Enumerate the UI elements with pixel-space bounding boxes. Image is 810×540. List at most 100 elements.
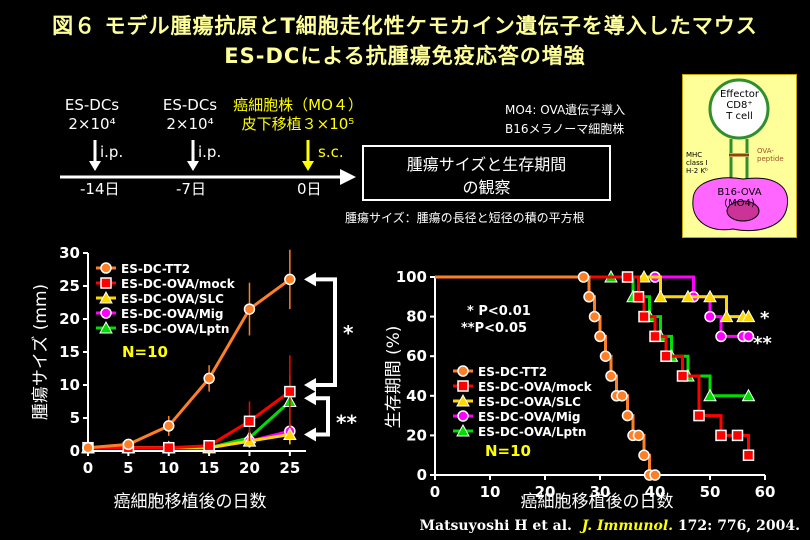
series-line xyxy=(435,275,749,319)
dose2-arrowhead xyxy=(187,161,199,171)
bracket-chemokine-head xyxy=(304,391,316,406)
data-point xyxy=(660,350,672,362)
data-point xyxy=(719,309,734,323)
data-point xyxy=(653,289,668,303)
bracket-chemokine xyxy=(312,396,330,437)
slide-title: 図６ モデル腫瘍抗原とT細胞走化性ケモカイン遺伝子を導入したマウス xyxy=(52,14,758,38)
data-point xyxy=(649,330,661,343)
citation-journal: J. Immunol. xyxy=(581,518,674,534)
effector-line1: Effector xyxy=(719,89,759,100)
y-axis-label: 腫瘍サイズ (mm) xyxy=(31,284,51,420)
data-point xyxy=(649,469,661,481)
effector-line3: T cell xyxy=(726,111,753,122)
data-point xyxy=(693,409,705,422)
significance-star2: ** xyxy=(336,410,357,434)
bracket-chemokine-head xyxy=(304,427,316,442)
legend-label: ES-DC-OVA/SLC xyxy=(121,292,224,306)
data-point xyxy=(703,289,717,303)
survival-chart: 0 20 40 60 80 100 0 10 20 30 40 50 60 癌細胞移植後の日数 生存期間 (… xyxy=(384,268,776,512)
tumor-size-definition: 腫瘍サイズ：腫瘍の長径と短径の積の平方根 xyxy=(345,211,585,225)
slide-subtitle: ES-DCによる抗腫瘍免疫応答の増強 xyxy=(224,44,586,68)
dose1-name: ES-DCs xyxy=(64,96,120,114)
data-point xyxy=(82,441,94,454)
data-point xyxy=(577,271,590,283)
legend-marker xyxy=(457,380,469,392)
data-point xyxy=(605,370,617,382)
legend-label: ES-DC-OVA/Mig xyxy=(478,410,581,424)
legend-marker xyxy=(100,262,112,274)
data-point xyxy=(162,420,175,432)
x-axis-label: 癌細胞移植後の日数 xyxy=(114,492,267,512)
x-tick-label: 60 xyxy=(755,483,776,501)
legend-marker xyxy=(99,320,113,334)
y-tick-label: 80 xyxy=(406,308,427,326)
day-minus7: -7日 xyxy=(176,180,206,198)
data-point xyxy=(676,370,689,382)
data-point xyxy=(588,310,601,323)
y-axis-label: 生存期間 (%) xyxy=(384,326,404,429)
citation-ref: 172: 776, 2004. xyxy=(677,518,800,534)
legend-label: ES-DC-OVA/Lptn xyxy=(121,322,229,336)
data-point xyxy=(704,310,716,323)
legend-label: ES-DC-TT2 xyxy=(478,365,547,379)
legend-label: ES-DC-TT2 xyxy=(121,262,190,276)
data-point xyxy=(731,429,744,442)
y-tick-label: 60 xyxy=(406,347,427,365)
note-b16: B16メラノーマ細胞株 xyxy=(505,122,625,136)
data-point xyxy=(621,271,634,283)
x-tick-label: 50 xyxy=(700,483,721,501)
legend-marker xyxy=(456,393,470,407)
legend-marker xyxy=(456,423,470,437)
data-point xyxy=(741,388,756,402)
b16-label: B16-OVA (MO4) xyxy=(683,187,796,209)
p-value-2: **P<0.05 xyxy=(461,321,527,336)
nucleus-icon xyxy=(726,200,760,222)
data-point xyxy=(632,291,645,303)
tumor-label: 癌細胞株（MO４） 皮下移植３×10⁵ xyxy=(228,96,368,134)
data-point xyxy=(122,438,135,451)
tumor-name: 癌細胞株（MO４） xyxy=(233,96,363,114)
legend-marker xyxy=(99,290,113,304)
significance-mig: ** xyxy=(753,333,772,354)
citation-authors: Matsuyoshi H et al. xyxy=(419,518,572,534)
data-point xyxy=(284,273,296,286)
significance-star: * xyxy=(343,321,354,345)
day-zero: 0日 xyxy=(297,180,322,198)
x-tick-label: 10 xyxy=(158,459,179,477)
legend-label: ES-DC-OVA/mock xyxy=(121,277,236,291)
mechanism-diagram: Effector CD8⁺ T cell MHC class I H-2 Kᵇ … xyxy=(682,74,797,238)
data-point xyxy=(616,390,628,402)
observation-line2: の観察 xyxy=(462,178,511,197)
legend-label: ES-DC-OVA/mock xyxy=(478,380,593,394)
effector-label: Effector CD8⁺ T cell xyxy=(683,89,796,122)
x-tick-label: 40 xyxy=(645,483,666,501)
data-point xyxy=(637,269,651,283)
dose2-name: ES-DCs xyxy=(162,96,218,114)
data-point xyxy=(594,330,606,343)
dose2-label: ES-DCs 2×10⁴ xyxy=(150,96,230,134)
data-point xyxy=(741,309,756,323)
y-tick-label: 10 xyxy=(59,376,80,394)
data-point xyxy=(243,415,256,428)
x-tick-label: 5 xyxy=(123,459,133,477)
data-point xyxy=(703,388,717,402)
legend-marker xyxy=(457,410,469,422)
data-point xyxy=(632,429,645,442)
y-tick-label: 15 xyxy=(59,343,80,361)
y-tick-label: 20 xyxy=(406,426,427,444)
legend-marker xyxy=(100,277,112,289)
observation-line1: 腫瘍サイズと生存期間 xyxy=(406,155,567,174)
data-point xyxy=(243,303,256,315)
ova-line1: OVA- xyxy=(757,147,774,155)
legend-label: ES-DC-OVA/SLC xyxy=(478,395,581,409)
route-sc: s.c. xyxy=(318,143,344,161)
dose1-label: ES-DCs 2×10⁴ xyxy=(52,96,132,134)
x-axis-label: 癌細胞移植後の日数 xyxy=(521,492,674,512)
bracket-tt2-head xyxy=(304,272,316,287)
ova-label: OVA- peptide xyxy=(757,147,784,163)
observation-box: 腫瘍サイズと生存期間 の観察 xyxy=(362,145,611,201)
data-point xyxy=(203,439,215,452)
legend-label: ES-DC-OVA/Mig xyxy=(121,307,224,321)
x-tick-label: 0 xyxy=(83,459,93,477)
y-tick-label: 5 xyxy=(70,409,80,427)
